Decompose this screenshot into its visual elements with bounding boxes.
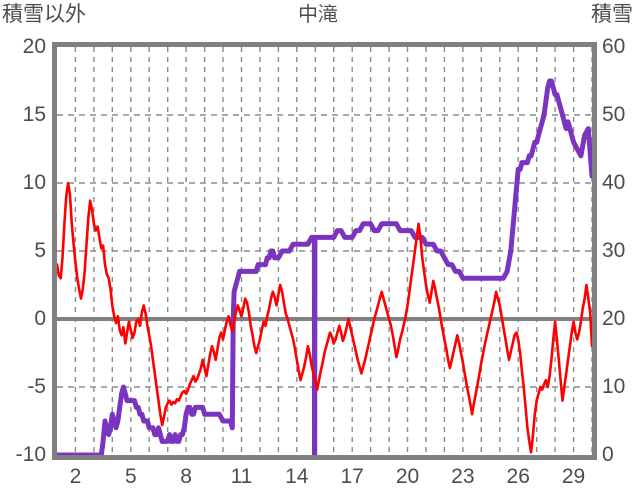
series-line-temperature [57,181,592,454]
x-axis-tick-label: 20 [395,465,420,488]
y-axis-left-tick-label: 5 [34,239,46,262]
y-axis-right-tick-label: 10 [602,375,626,398]
y-axis-left-tick-label: -5 [27,375,46,398]
series-line-snow [57,78,592,455]
y-axis-left-tick-label: 15 [22,103,46,126]
x-axis-tick-label: 2 [69,465,82,488]
chart-canvas [57,47,592,455]
x-axis-tick-label: 8 [180,465,192,488]
y-axis-right-tick-label: 30 [602,239,626,262]
y-axis-right-tick-label: 20 [602,307,626,330]
x-axis-tick-label: 14 [285,465,309,488]
left-axis-unit-label: 積雪以外 [2,3,86,26]
y-axis-left-tick-label: 20 [22,35,46,58]
y-axis-right-tick-label: 50 [602,103,626,126]
y-axis-right-tick-label: 0 [602,443,614,466]
y-axis-right-tick-label: 40 [602,171,626,194]
x-axis-tick-label: 23 [451,465,475,488]
y-axis-left-tick-label: 0 [34,307,46,330]
y-axis-left-tick-label: 10 [22,171,46,194]
plot-area [52,42,597,460]
x-axis-tick-label: 11 [230,465,253,488]
x-axis-tick-label: 17 [340,465,364,488]
y-axis-left-tick-label: -10 [15,443,46,466]
x-axis-tick-label: 29 [561,465,586,488]
page-title: 中滝 [298,4,338,26]
x-axis-tick-label: 5 [124,465,137,488]
horizontal-gridlines [57,114,592,388]
y-axis-right-tick-label: 60 [602,35,626,58]
x-axis-tick-label: 26 [506,465,530,488]
right-axis-unit-label: 積雪 [591,3,633,26]
